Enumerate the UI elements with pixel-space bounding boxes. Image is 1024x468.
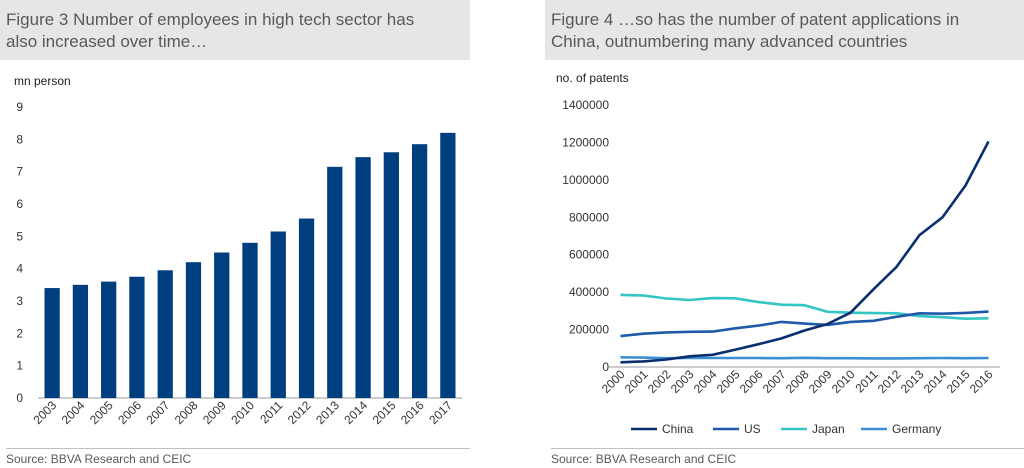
bar-2013 bbox=[327, 166, 343, 398]
figure-4-title-line-1: Figure 4 …so has the number of patent ap… bbox=[551, 10, 960, 29]
legend-label-china: China bbox=[662, 422, 694, 436]
x-tick-label: 2009 bbox=[806, 367, 835, 396]
figure-4-panel: Figure 4 …so has the number of patent ap… bbox=[545, 0, 1024, 468]
bar-2015 bbox=[383, 152, 399, 398]
x-tick-label: 2017 bbox=[426, 398, 455, 427]
figure-4-title-line-2: China, outnumbering many advanced countr… bbox=[551, 32, 908, 51]
bar-2010 bbox=[242, 242, 258, 398]
x-tick-label: 2016 bbox=[398, 398, 427, 427]
legend-label-us: US bbox=[744, 422, 761, 436]
y-tick-label: 800000 bbox=[569, 210, 609, 224]
bar-2011 bbox=[270, 231, 286, 398]
bar-2017 bbox=[440, 132, 456, 398]
y-tick-label: 0 bbox=[602, 360, 609, 374]
figure-3-title-line-1: Figure 3 Number of employees in high tec… bbox=[6, 10, 415, 29]
y-tick-label: 4 bbox=[16, 262, 23, 276]
y-tick-label: 1000000 bbox=[562, 173, 609, 187]
x-tick-label: 2016 bbox=[967, 367, 996, 396]
x-tick-label: 2011 bbox=[257, 398, 285, 426]
y-tick-label: 1 bbox=[16, 359, 23, 373]
x-tick-label: 2007 bbox=[144, 398, 173, 427]
series-line-us bbox=[620, 310, 989, 338]
legend-label-japan: Japan bbox=[812, 422, 845, 436]
x-tick-label: 2013 bbox=[313, 398, 342, 427]
y-tick-label: 8 bbox=[16, 132, 23, 146]
x-tick-label: 2012 bbox=[875, 367, 904, 396]
bar-2012 bbox=[298, 218, 315, 398]
bar-2003 bbox=[44, 288, 60, 398]
bar-2014 bbox=[355, 157, 371, 398]
x-tick-label: 2014 bbox=[921, 367, 950, 396]
figure-3-title-line-2: also increased over time… bbox=[6, 32, 208, 51]
x-tick-label: 2008 bbox=[783, 367, 812, 396]
x-tick-label: 2002 bbox=[645, 367, 674, 396]
series-line-china bbox=[620, 140, 990, 364]
y-tick-label: 3 bbox=[16, 294, 23, 308]
figure-3-panel: Figure 3 Number of employees in high tec… bbox=[0, 0, 470, 468]
figure-4-source: Source: BBVA Research and CEIC bbox=[551, 448, 1024, 466]
bar-2004 bbox=[72, 284, 89, 398]
bar-2008 bbox=[185, 262, 202, 398]
y-tick-label: 1400000 bbox=[562, 98, 609, 112]
x-tick-label: 2001 bbox=[622, 367, 651, 396]
x-tick-label: 2010 bbox=[228, 398, 257, 427]
bar-2005 bbox=[101, 281, 117, 398]
figure-3-source: Source: BBVA Research and CEIC bbox=[6, 448, 470, 466]
x-tick-label: 2012 bbox=[285, 398, 314, 427]
y-tick-label: 7 bbox=[16, 165, 23, 179]
x-tick-label: 2014 bbox=[341, 398, 370, 427]
figure-3-y-unit-label: mn person bbox=[14, 74, 71, 88]
x-tick-label: 2004 bbox=[59, 398, 88, 427]
y-tick-label: 2 bbox=[16, 326, 23, 340]
x-tick-label: 2009 bbox=[200, 398, 229, 427]
y-tick-label: 200000 bbox=[569, 323, 609, 337]
bar-2006 bbox=[129, 276, 145, 398]
y-tick-label: 1200000 bbox=[562, 135, 609, 149]
figure-4-title-box: Figure 4 …so has the number of patent ap… bbox=[545, 0, 1024, 60]
y-tick-label: 400000 bbox=[569, 285, 609, 299]
x-tick-label: 2007 bbox=[760, 367, 789, 396]
x-tick-label: 2004 bbox=[691, 367, 720, 396]
x-tick-label: 2003 bbox=[668, 367, 697, 396]
x-tick-label: 2015 bbox=[370, 398, 399, 427]
y-tick-label: 9 bbox=[16, 100, 23, 114]
y-tick-label: 600000 bbox=[569, 248, 609, 262]
y-tick-label: 6 bbox=[16, 197, 23, 211]
bar-2007 bbox=[157, 270, 173, 398]
figure-3-title-box: Figure 3 Number of employees in high tec… bbox=[0, 0, 470, 60]
x-tick-label: 2010 bbox=[829, 367, 858, 396]
x-tick-label: 2005 bbox=[714, 367, 743, 396]
x-tick-label: 2003 bbox=[30, 398, 59, 427]
bar-2016 bbox=[411, 144, 428, 398]
y-tick-label: 5 bbox=[16, 229, 23, 243]
x-tick-label: 2011 bbox=[852, 367, 880, 395]
figure-4-line-chart: 0 200000 400000 600000 800000 1000000 1200000 1… bbox=[562, 98, 1000, 436]
bar-2009 bbox=[214, 252, 230, 398]
x-tick-label: 2015 bbox=[944, 367, 973, 396]
legend-label-germany: Germany bbox=[892, 422, 941, 436]
x-tick-label: 2013 bbox=[898, 367, 927, 396]
x-tick-label: 2005 bbox=[87, 398, 116, 427]
figure-4-y-unit-label: no. of patents bbox=[556, 71, 629, 85]
x-tick-label: 2008 bbox=[172, 398, 201, 427]
x-tick-label: 2006 bbox=[737, 367, 766, 396]
x-tick-label: 2006 bbox=[115, 398, 144, 427]
y-tick-label: 0 bbox=[16, 391, 23, 405]
series-line-japan bbox=[620, 293, 989, 321]
